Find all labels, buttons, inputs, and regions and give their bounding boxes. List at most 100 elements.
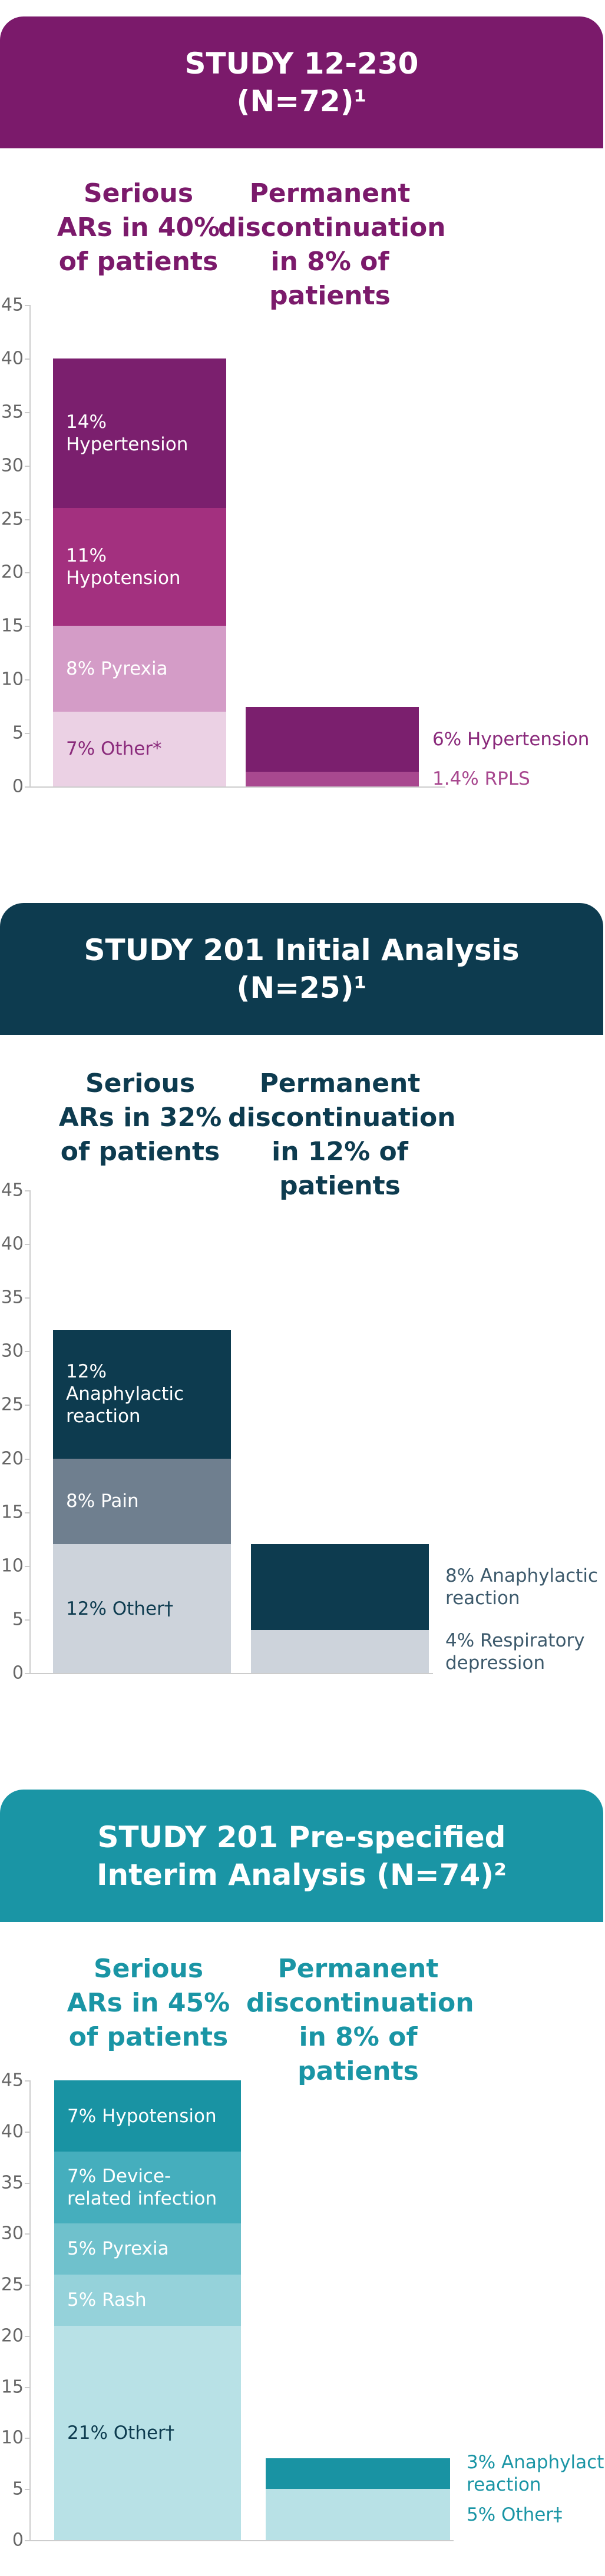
- y-tick-label: 20: [1, 2325, 24, 2346]
- tick-mark: [25, 2131, 31, 2133]
- segment-label: 6% Hypertension: [432, 729, 590, 751]
- segment-label: 3% Anaphylactic reaction: [467, 2452, 605, 2496]
- tick-mark: [25, 1297, 31, 1299]
- tick-mark: [25, 1458, 31, 1460]
- bar-segment: [53, 711, 226, 786]
- y-tick-label: 30: [1, 1340, 24, 1362]
- bar-segment: [246, 707, 419, 772]
- tick-mark: [25, 1673, 31, 1674]
- y-axis: [29, 2080, 31, 2540]
- column-header: Serious ARs in 40% of patients: [57, 178, 220, 277]
- y-axis: [29, 305, 31, 786]
- y-tick-label: 10: [1, 1555, 24, 1576]
- y-tick-label: 25: [1, 509, 24, 530]
- y-tick-label: 30: [1, 2223, 24, 2244]
- y-tick-label: 25: [1, 2274, 24, 2295]
- y-tick-label: 35: [1, 2172, 24, 2193]
- tick-mark: [25, 679, 31, 681]
- tick-mark: [25, 2540, 31, 2541]
- tick-mark: [25, 2438, 31, 2439]
- tick-mark: [25, 2080, 31, 2082]
- tick-mark: [25, 1565, 31, 1567]
- y-tick-label: 45: [1, 294, 24, 316]
- segment-label: 7% Other*: [66, 738, 162, 760]
- bar-segment: [53, 1458, 231, 1545]
- chart-title: STUDY 201 Pre-specified Interim Analysis…: [0, 1790, 603, 1922]
- bar-segment: [53, 626, 226, 712]
- bar-segment: [53, 508, 226, 626]
- tick-mark: [25, 305, 31, 306]
- bar-segment: [54, 2152, 241, 2223]
- y-tick-label: 20: [1, 562, 24, 583]
- bar-segment: [246, 771, 419, 786]
- bar-segment: [266, 2458, 450, 2489]
- x-axis: [29, 2540, 454, 2541]
- segment-label: 5% Rash: [67, 2289, 147, 2311]
- tick-mark: [25, 2335, 31, 2337]
- tick-mark: [25, 465, 31, 467]
- y-tick-label: 45: [1, 2070, 24, 2091]
- y-tick-label: 5: [12, 1609, 24, 1630]
- segment-label: 14% Hypertension: [66, 411, 189, 456]
- y-tick-label: 45: [1, 1180, 24, 1201]
- segment-label: 8% Pyrexia: [66, 658, 168, 680]
- tick-mark: [25, 1619, 31, 1621]
- tick-mark: [25, 733, 31, 735]
- segment-label: 5% Pyrexia: [67, 2238, 169, 2260]
- y-tick-label: 5: [12, 2478, 24, 2499]
- chart-title: STUDY 12-230 (N=72)¹: [0, 16, 603, 148]
- tick-mark: [25, 626, 31, 628]
- segment-label: 5% Other‡: [467, 2504, 563, 2525]
- y-tick-label: 10: [1, 2427, 24, 2448]
- tick-mark: [25, 2489, 31, 2491]
- tick-mark: [25, 2285, 31, 2286]
- column-header: Serious ARs in 32% of patients: [58, 1068, 222, 1167]
- segment-label: 12% Other†: [66, 1598, 174, 1619]
- y-tick-label: 30: [1, 455, 24, 476]
- y-tick-label: 40: [1, 1233, 24, 1254]
- y-tick-label: 40: [1, 2121, 24, 2142]
- tick-mark: [25, 358, 31, 360]
- tick-mark: [25, 572, 31, 574]
- bar-segment: [251, 1544, 429, 1631]
- y-tick-label: 35: [1, 1287, 24, 1308]
- bar-segment: [54, 2080, 241, 2152]
- chart-title: STUDY 201 Initial Analysis (N=25)¹: [0, 903, 603, 1035]
- bar-segment: [251, 1630, 429, 1673]
- tick-mark: [25, 411, 31, 413]
- y-tick-label: 20: [1, 1448, 24, 1469]
- segment-label: 8% Pain: [66, 1491, 139, 1512]
- y-tick-label: 15: [1, 1502, 24, 1523]
- tick-mark: [25, 786, 31, 788]
- tick-mark: [25, 2182, 31, 2184]
- y-tick-label: 0: [12, 2529, 24, 2551]
- x-axis: [29, 786, 445, 788]
- y-tick-label: 15: [1, 2376, 24, 2398]
- column-header: Serious ARs in 45% of patients: [67, 1954, 230, 2052]
- tick-mark: [25, 1405, 31, 1406]
- bar-segment: [266, 2489, 450, 2540]
- y-tick-label: 35: [1, 401, 24, 423]
- bar-segment: [53, 1544, 231, 1673]
- bar-segment: [54, 2223, 241, 2275]
- y-tick-label: 10: [1, 669, 24, 690]
- segment-label: 7% Device- related infection: [67, 2166, 217, 2210]
- column-header: Permanent discontinuation in 12% of pati…: [228, 1068, 456, 1201]
- tick-mark: [25, 2233, 31, 2235]
- tick-mark: [25, 1351, 31, 1353]
- tick-mark: [25, 519, 31, 520]
- tick-mark: [25, 1244, 31, 1246]
- column-header: Permanent discontinuation in 8% of patie…: [246, 1954, 474, 2086]
- y-tick-label: 25: [1, 1394, 24, 1415]
- segment-label: 4% Respiratory depression: [445, 1629, 585, 1674]
- tick-mark: [25, 1190, 31, 1191]
- tick-mark: [25, 2386, 31, 2388]
- y-tick-label: 5: [12, 722, 24, 743]
- y-tick-label: 0: [12, 1662, 24, 1684]
- bar-segment: [53, 358, 226, 509]
- segment-label: 8% Anaphylactic reaction: [445, 1565, 599, 1609]
- y-axis: [29, 1190, 31, 1673]
- y-tick-label: 15: [1, 615, 24, 636]
- bar-segment: [54, 2325, 241, 2540]
